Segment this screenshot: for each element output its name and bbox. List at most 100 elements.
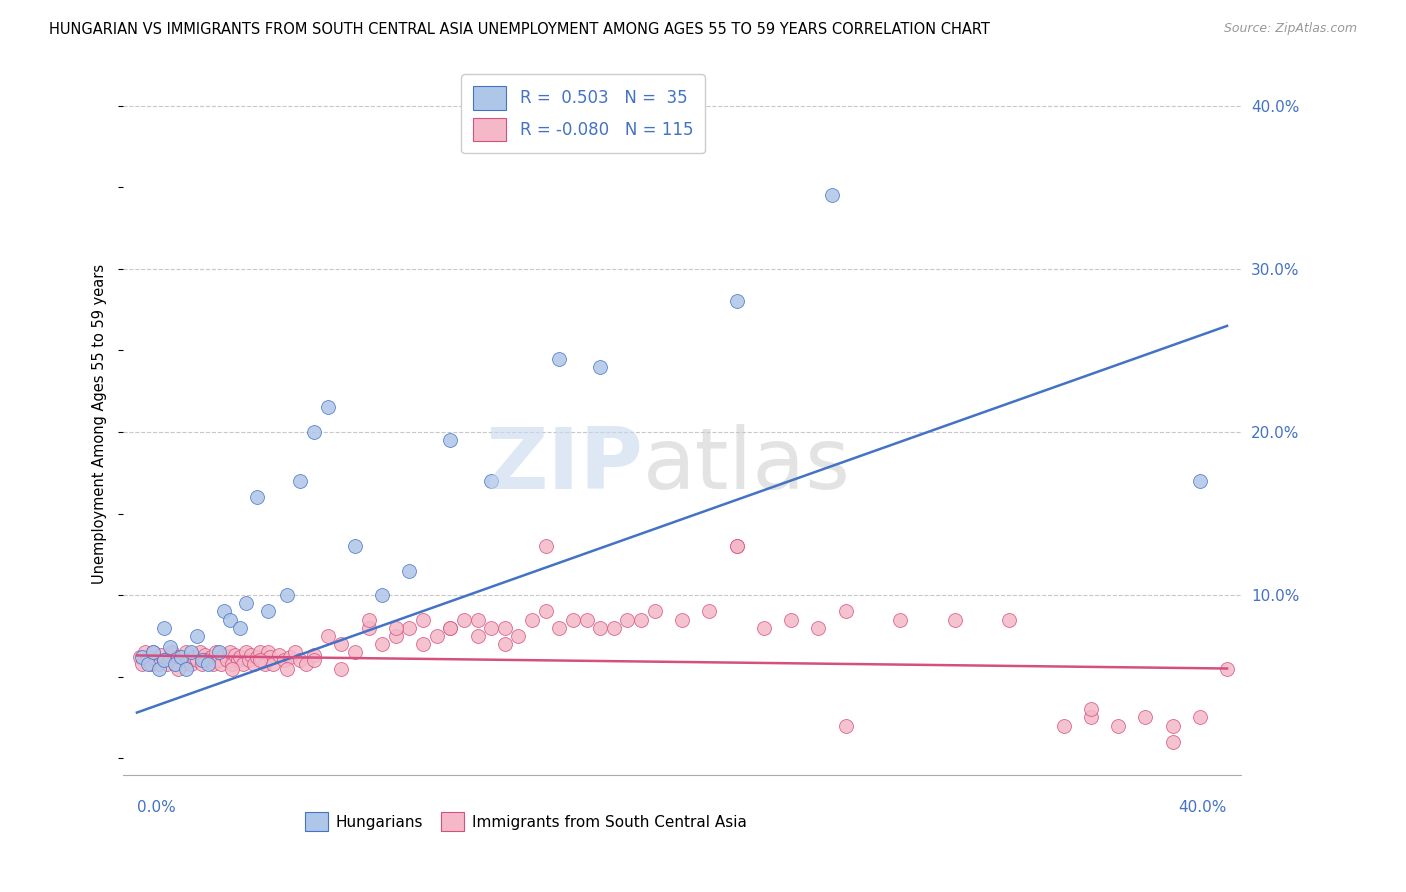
Point (136, 657, 159, 671)
Point (256, 604, 278, 618)
Point (229, 621, 252, 635)
Point (208, 645, 231, 659)
Point (302, 653, 325, 667)
Point (398, 621, 420, 635)
Point (205, 645, 228, 659)
Point (262, 657, 284, 671)
Point (1161, 735, 1184, 749)
Point (467, 613, 489, 627)
Point (453, 613, 475, 627)
Point (172, 657, 194, 671)
Point (180, 645, 202, 659)
Point (889, 613, 911, 627)
Point (385, 629, 408, 643)
Point (243, 657, 266, 671)
Text: 40.0%: 40.0% (1178, 799, 1227, 814)
Point (508, 629, 530, 643)
Point (398, 564, 420, 578)
Point (494, 621, 516, 635)
Point (246, 490, 269, 504)
Text: 0.0%: 0.0% (136, 799, 176, 814)
Point (998, 613, 1021, 627)
Point (1188, 710, 1211, 724)
Point (224, 648, 246, 663)
Point (343, 539, 366, 553)
Point (169, 650, 191, 665)
Point (218, 613, 240, 627)
Point (153, 621, 176, 635)
Point (221, 657, 243, 671)
Point (534, 604, 557, 618)
Point (1188, 474, 1211, 488)
Point (153, 653, 176, 667)
Point (215, 653, 238, 667)
Point (166, 661, 188, 675)
Point (616, 613, 638, 627)
Point (1052, 718, 1074, 732)
Point (136, 653, 159, 667)
Point (644, 604, 666, 618)
Point (238, 653, 260, 667)
Point (603, 621, 626, 635)
Point (148, 657, 170, 671)
Text: Source: ZipAtlas.com: Source: ZipAtlas.com (1223, 22, 1357, 36)
Point (725, 539, 748, 553)
Point (562, 613, 585, 627)
Point (330, 661, 353, 675)
Legend: R =  0.503   N =  35, R = -0.080   N = 115: R = 0.503 N = 35, R = -0.080 N = 115 (461, 74, 704, 153)
Point (131, 650, 153, 665)
Point (630, 613, 652, 627)
Point (371, 637, 394, 651)
Point (256, 645, 278, 659)
Text: atlas: atlas (643, 425, 851, 508)
Y-axis label: Unemployment Among Ages 55 to 59 years: Unemployment Among Ages 55 to 59 years (93, 264, 107, 584)
Point (575, 613, 598, 627)
Point (276, 588, 298, 602)
Point (139, 657, 162, 671)
Point (290, 474, 312, 488)
Point (148, 661, 170, 675)
Point (834, 718, 856, 732)
Point (330, 637, 353, 651)
Point (302, 425, 325, 439)
Point (177, 653, 200, 667)
Point (169, 653, 191, 667)
Point (548, 621, 571, 635)
Point (165, 657, 187, 671)
Point (145, 653, 167, 667)
Point (202, 657, 225, 671)
Point (142, 645, 165, 659)
Point (520, 613, 543, 627)
Point (226, 653, 249, 667)
Point (252, 653, 274, 667)
Point (150, 648, 173, 663)
Point (153, 653, 176, 667)
Point (548, 351, 571, 366)
Point (246, 650, 269, 665)
Point (479, 621, 502, 635)
Point (232, 657, 254, 671)
Point (302, 648, 325, 663)
Point (188, 645, 211, 659)
Point (290, 653, 312, 667)
Point (439, 621, 461, 635)
Point (439, 433, 461, 447)
Point (834, 604, 856, 618)
Point (212, 604, 235, 618)
Point (284, 645, 307, 659)
Point (725, 539, 748, 553)
Point (128, 650, 150, 665)
Point (371, 588, 394, 602)
Point (807, 621, 830, 635)
Point (235, 596, 257, 610)
Point (276, 661, 298, 675)
Point (159, 640, 181, 655)
Point (159, 650, 181, 665)
Text: ZIP: ZIP (485, 425, 643, 508)
Point (278, 650, 301, 665)
Point (385, 621, 408, 635)
Point (240, 648, 263, 663)
Point (1135, 710, 1157, 724)
Point (208, 653, 231, 667)
Point (162, 645, 184, 659)
